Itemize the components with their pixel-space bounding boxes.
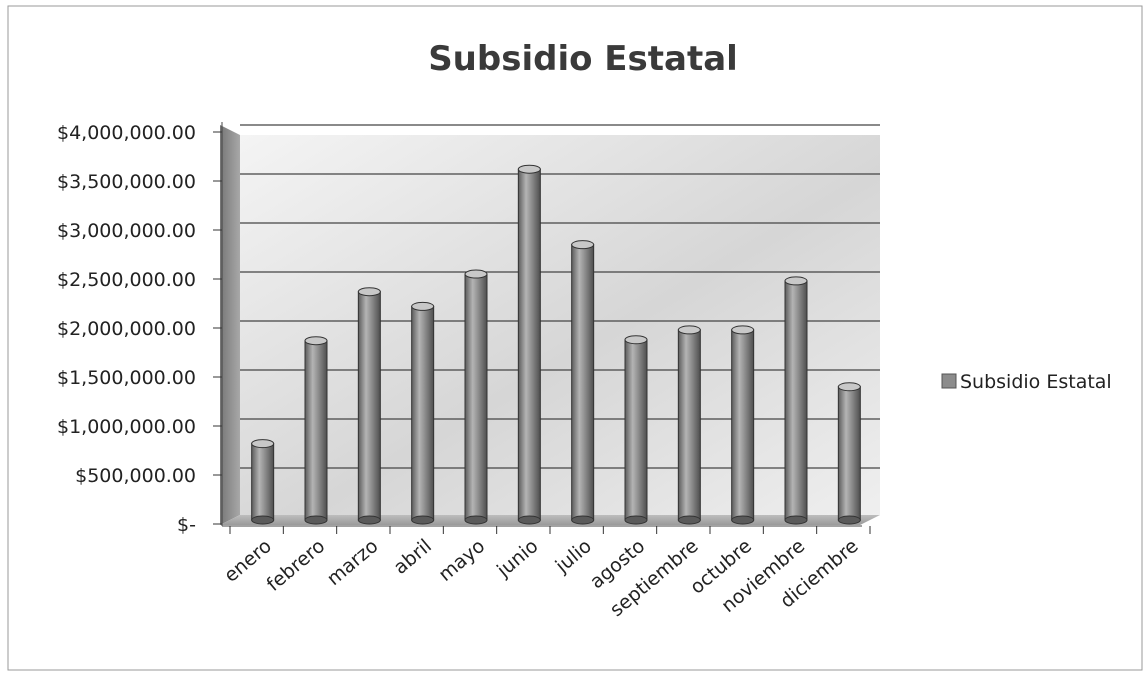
y-tick-label: $4,000,000.00 bbox=[57, 122, 196, 144]
plot-floor bbox=[220, 515, 880, 525]
bar-top bbox=[784, 276, 808, 286]
y-tick-label: $- bbox=[177, 514, 196, 536]
x-tick-label: mayo bbox=[434, 535, 489, 586]
y-tick-label: $2,000,000.00 bbox=[57, 318, 196, 340]
bar-base bbox=[251, 515, 275, 525]
bar-septiembre bbox=[677, 325, 701, 525]
bar-abril bbox=[411, 301, 435, 525]
y-tick-label: $1,500,000.00 bbox=[57, 367, 196, 389]
bar-body bbox=[517, 168, 541, 521]
bar-top bbox=[624, 335, 648, 345]
bar-body bbox=[464, 273, 488, 521]
bar-base bbox=[357, 515, 381, 525]
bar-top bbox=[731, 325, 755, 335]
y-tick-label: $3,000,000.00 bbox=[57, 220, 196, 242]
bar-base bbox=[624, 515, 648, 525]
bar-top bbox=[571, 240, 595, 250]
bar-body bbox=[624, 339, 648, 521]
bar-body bbox=[304, 340, 328, 521]
x-tick-label: marzo bbox=[323, 535, 383, 590]
bar-noviembre bbox=[784, 276, 808, 525]
bar-base bbox=[411, 515, 435, 525]
plot-back-wall bbox=[240, 135, 880, 515]
legend-swatch bbox=[941, 373, 957, 389]
plot-side-wall bbox=[220, 125, 240, 525]
legend-label: Subsidio Estatal bbox=[960, 371, 1112, 393]
bar-top bbox=[304, 336, 328, 346]
x-tick-label: abril bbox=[390, 535, 436, 579]
bar-top bbox=[464, 269, 488, 279]
bar-body bbox=[251, 443, 275, 521]
x-tick-label: julio bbox=[551, 535, 596, 578]
bar-julio bbox=[571, 240, 595, 525]
bar-body bbox=[677, 329, 701, 521]
bar-base bbox=[517, 515, 541, 525]
bar-base bbox=[464, 515, 488, 525]
bar-body bbox=[837, 386, 861, 521]
axes bbox=[213, 122, 871, 534]
bar-top bbox=[677, 325, 701, 335]
bar-junio bbox=[517, 164, 541, 525]
bar-base bbox=[677, 515, 701, 525]
bar-mayo bbox=[464, 269, 488, 525]
bar-marzo bbox=[357, 287, 381, 525]
y-tick-label: $3,500,000.00 bbox=[57, 171, 196, 193]
chart-frame bbox=[7, 5, 1143, 671]
bar-body bbox=[784, 280, 808, 521]
bar-top bbox=[357, 287, 381, 297]
gridlines bbox=[240, 124, 880, 469]
bar-body bbox=[731, 329, 755, 521]
bar-febrero bbox=[304, 336, 328, 525]
bar-agosto bbox=[624, 335, 648, 525]
bar-top bbox=[517, 164, 541, 174]
x-tick-label: junio bbox=[492, 535, 542, 582]
bar-top bbox=[411, 301, 435, 311]
bar-body bbox=[411, 305, 435, 521]
bar-top bbox=[251, 439, 275, 449]
bar-enero bbox=[251, 439, 275, 525]
bar-body bbox=[357, 291, 381, 521]
bar-base bbox=[304, 515, 328, 525]
bar-base bbox=[731, 515, 755, 525]
legend: Subsidio Estatal bbox=[941, 371, 1112, 393]
bar-diciembre bbox=[837, 382, 861, 525]
y-tick-label: $2,500,000.00 bbox=[57, 269, 196, 291]
y-tick-label: $1,000,000.00 bbox=[57, 416, 196, 438]
bar-base bbox=[837, 515, 861, 525]
bars bbox=[251, 164, 861, 525]
y-tick-label: $500,000.00 bbox=[75, 465, 196, 487]
y-tick-labels: $- $500,000.00 $1,000,000.00 $1,500,000.00 $… bbox=[57, 122, 196, 536]
bar-base bbox=[784, 515, 808, 525]
bar-base bbox=[571, 515, 595, 525]
chart-title: Subsidio Estatal bbox=[428, 39, 738, 79]
bar-body bbox=[571, 244, 595, 521]
bar-octubre bbox=[731, 325, 755, 525]
bar-top bbox=[837, 382, 861, 392]
x-tick-label: febrero bbox=[263, 535, 330, 596]
